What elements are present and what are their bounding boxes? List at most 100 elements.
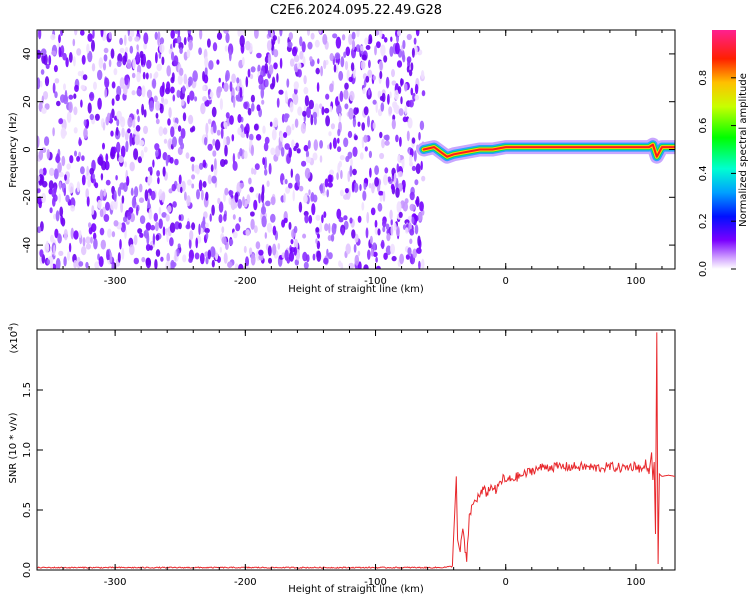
noise-blob: [116, 85, 122, 97]
noise-blob: [180, 186, 183, 194]
noise-blob: [107, 228, 112, 238]
noise-blob: [136, 51, 140, 63]
noise-blob: [273, 62, 278, 70]
noise-blob: [46, 149, 50, 160]
noise-blob: [302, 110, 307, 117]
noise-blob: [293, 81, 299, 90]
colorbar-gradient: [712, 30, 736, 269]
noise-blob: [59, 181, 62, 190]
noise-blob: [409, 154, 413, 164]
noise-blob: [356, 30, 360, 38]
noise-blob: [76, 156, 81, 162]
noise-blob: [409, 191, 415, 201]
noise-blob: [86, 43, 90, 54]
noise-blob: [415, 163, 421, 175]
noise-blob: [292, 189, 295, 202]
noise-blob: [42, 91, 49, 100]
noise-blob: [310, 192, 315, 202]
noise-blob: [133, 148, 139, 161]
noise-blob: [357, 121, 361, 127]
noise-blob: [293, 87, 298, 95]
noise-blob: [349, 90, 355, 102]
noise-blob: [360, 60, 366, 70]
noise-blob: [405, 254, 410, 260]
noise-blob: [85, 236, 91, 244]
noise-blob: [120, 145, 126, 158]
noise-blob: [134, 36, 140, 42]
noise-blob: [367, 89, 371, 96]
noise-blob: [194, 252, 200, 260]
noise-blob: [279, 132, 284, 142]
noise-blob: [397, 30, 402, 37]
noise-blob: [284, 143, 291, 150]
noise-blob: [65, 57, 69, 68]
colorbar-tick-label: 0.0: [698, 261, 709, 277]
noise-blob: [305, 150, 310, 159]
noise-blob: [121, 127, 125, 138]
noise-blob: [54, 91, 58, 99]
noise-blob: [372, 242, 377, 251]
noise-blob: [162, 127, 168, 135]
noise-blob: [181, 99, 185, 106]
noise-blob: [366, 211, 370, 224]
noise-blob: [284, 113, 290, 119]
noise-blob: [321, 106, 325, 116]
noise-blob: [145, 72, 149, 80]
noise-blob: [249, 133, 254, 141]
noise-blob: [134, 134, 140, 146]
noise-blob: [379, 195, 383, 202]
noise-blob: [112, 146, 117, 155]
noise-blob: [299, 36, 303, 47]
noise-blob: [237, 199, 243, 209]
noise-blob: [365, 227, 369, 239]
noise-blob: [137, 156, 142, 164]
noise-blob: [237, 114, 242, 123]
noise-blob: [293, 246, 297, 256]
noise-blob: [198, 47, 203, 55]
noise-blob: [232, 231, 238, 239]
y-tick-label: 0: [22, 146, 33, 152]
noise-blob: [238, 263, 244, 269]
noise-blob: [169, 222, 176, 233]
noise-blob: [332, 33, 338, 39]
noise-blob: [268, 64, 274, 75]
noise-blob: [94, 182, 99, 189]
noise-blob: [385, 245, 392, 256]
noise-blob: [140, 54, 144, 66]
x-tick-label: -200: [234, 276, 257, 287]
noise-blob: [181, 85, 186, 94]
noise-blob: [369, 167, 372, 178]
noise-blob: [239, 182, 245, 188]
noise-blob: [323, 211, 327, 219]
noise-blob: [316, 250, 322, 262]
noise-blob: [37, 175, 41, 182]
noise-blob: [146, 59, 152, 69]
noise-blob: [322, 33, 328, 45]
noise-blob: [295, 142, 299, 149]
noise-blob: [402, 184, 406, 193]
noise-blob: [85, 243, 91, 250]
noise-blob: [118, 155, 124, 163]
noise-blob: [261, 215, 267, 228]
noise-blob: [312, 111, 318, 119]
noise-blob: [271, 128, 277, 141]
noise-blob: [146, 89, 153, 99]
noise-blob: [253, 168, 257, 175]
noise-blob: [192, 70, 198, 82]
noise-blob: [59, 206, 64, 217]
noise-blob: [39, 249, 44, 258]
noise-blob: [400, 78, 403, 87]
noise-blob: [285, 186, 291, 194]
noise-blob: [246, 130, 249, 139]
noise-blob: [161, 212, 167, 218]
noise-blob: [113, 220, 119, 227]
noise-blob: [315, 214, 321, 221]
noise-blob: [412, 248, 418, 259]
noise-blob: [367, 69, 373, 79]
noise-blob: [83, 127, 88, 139]
noise-blob: [171, 72, 175, 82]
noise-blob: [55, 258, 61, 269]
noise-blob: [204, 222, 209, 229]
noise-blob: [171, 51, 175, 61]
noise-blob: [245, 229, 250, 237]
